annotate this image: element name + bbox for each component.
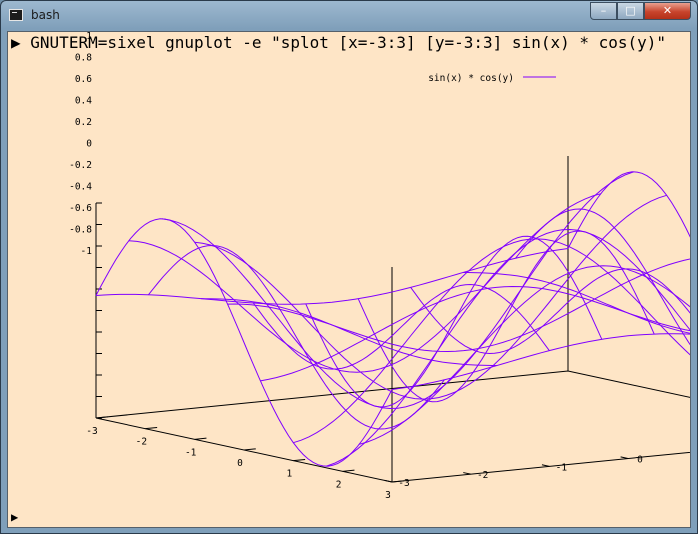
z-tick-label: 0.6 (75, 74, 92, 85)
title-bar[interactable]: bash – □ ✕ (1, 1, 698, 31)
z-tick-label: -0.4 (69, 182, 92, 193)
x-tick-label: -1 (185, 447, 197, 458)
surface-plot: -3-2-10123-3-2-10123-1-0.8-0.6-0.4-0.200… (8, 32, 691, 528)
surface-line-y (260, 287, 691, 381)
x-tick (293, 459, 305, 460)
y-tick-label: -2 (477, 470, 488, 481)
surface-line-y (129, 194, 601, 373)
y-tick-label: -3 (398, 478, 409, 489)
x-tick-label: -3 (86, 426, 97, 437)
legend-label: sin(x) * cos(y) (428, 73, 514, 84)
y-tick-label: 0 (637, 455, 643, 466)
z-tick-label: -1 (81, 246, 93, 257)
x-tick-label: -2 (136, 437, 147, 448)
surface-line-x (148, 246, 444, 430)
z-tick-label: -0.8 (69, 225, 92, 236)
z-tick-label: -0.2 (69, 160, 92, 171)
surface-mesh (96, 172, 691, 466)
surface-line-x (411, 269, 691, 354)
terminal-area[interactable]: ▶ GNUTERM=sixel gnuplot -e "splot [x=-3:… (7, 31, 691, 528)
surface-line-x (201, 299, 497, 366)
maximize-button[interactable]: □ (617, 2, 644, 20)
surface-line-x (358, 231, 654, 402)
window-title: bash (31, 8, 60, 22)
surface-line-x (306, 236, 602, 407)
surface-line-x (96, 219, 392, 466)
z-tick-label: 0.8 (75, 53, 92, 64)
surface-line-x (253, 285, 549, 370)
y-tick (385, 480, 392, 482)
y-tick (463, 473, 470, 475)
minimize-button[interactable]: – (590, 2, 617, 20)
z-tick-label: 0.2 (75, 117, 92, 128)
x-tick (343, 470, 355, 471)
x-tick (145, 427, 157, 428)
x-tick-label: 2 (336, 479, 342, 490)
x-tick-label: 0 (237, 458, 243, 469)
z-tick-label: 0 (86, 139, 92, 150)
surface-line-y (326, 230, 691, 467)
terminal-icon (9, 9, 23, 21)
x-tick (244, 449, 256, 450)
y-tick (621, 457, 628, 459)
surface-line-y (96, 249, 568, 305)
y-tick-label: -1 (556, 462, 568, 473)
close-button[interactable]: ✕ (644, 2, 691, 20)
surface-line-y (195, 195, 667, 399)
z-tick-label: -0.6 (69, 203, 92, 214)
z-tick-label: 1 (86, 32, 92, 42)
x-tick-label: 1 (286, 469, 292, 480)
x-tick-label: 3 (385, 490, 391, 501)
surface-line-x (516, 209, 691, 393)
x-tick (195, 438, 207, 439)
cursor-prompt: ▶ (11, 510, 18, 524)
y-tick (542, 465, 549, 467)
z-tick-label: 0.4 (75, 96, 92, 107)
